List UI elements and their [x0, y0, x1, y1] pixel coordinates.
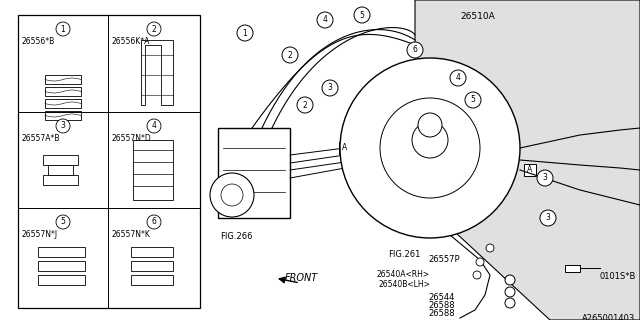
Text: 0101S*B: 0101S*B [600, 272, 636, 281]
Polygon shape [131, 275, 173, 285]
Text: 6: 6 [152, 218, 156, 227]
Circle shape [476, 258, 484, 266]
Text: 4: 4 [152, 122, 156, 131]
Polygon shape [45, 99, 81, 108]
Circle shape [407, 42, 423, 58]
Text: 4: 4 [323, 15, 328, 25]
Text: 26556K*A: 26556K*A [111, 37, 149, 46]
Text: 4: 4 [456, 74, 460, 83]
Circle shape [505, 275, 515, 285]
Text: 26510A: 26510A [460, 12, 495, 21]
Text: 2: 2 [303, 100, 307, 109]
Polygon shape [43, 175, 78, 185]
Text: FIG.261: FIG.261 [388, 250, 420, 259]
Polygon shape [45, 87, 81, 96]
Circle shape [56, 119, 70, 133]
Polygon shape [415, 0, 640, 320]
Text: A265001403: A265001403 [582, 314, 635, 320]
Text: 26540A<RH>: 26540A<RH> [377, 270, 430, 279]
Text: 3: 3 [545, 213, 550, 222]
Circle shape [418, 113, 442, 137]
Text: 3: 3 [328, 84, 332, 92]
Text: A: A [527, 165, 532, 174]
Polygon shape [524, 164, 536, 176]
Polygon shape [43, 155, 78, 165]
Polygon shape [565, 265, 580, 272]
Circle shape [412, 122, 448, 158]
Circle shape [537, 170, 553, 186]
Polygon shape [131, 261, 173, 271]
Polygon shape [18, 15, 200, 308]
Text: 3: 3 [543, 173, 547, 182]
Circle shape [380, 98, 480, 198]
Circle shape [486, 244, 494, 252]
Circle shape [237, 25, 253, 41]
Circle shape [505, 287, 515, 297]
Circle shape [147, 215, 161, 229]
Circle shape [450, 70, 466, 86]
Polygon shape [38, 275, 85, 285]
Polygon shape [133, 140, 173, 200]
Polygon shape [48, 165, 73, 175]
Polygon shape [141, 40, 173, 105]
Polygon shape [45, 111, 81, 120]
Circle shape [210, 173, 254, 217]
Text: 26540B<LH>: 26540B<LH> [378, 280, 430, 289]
Text: 26557N*J: 26557N*J [21, 230, 57, 239]
Circle shape [317, 12, 333, 28]
Text: 26544: 26544 [429, 293, 455, 302]
Text: 2: 2 [287, 51, 292, 60]
Text: 5: 5 [470, 95, 476, 105]
Text: 5: 5 [61, 218, 65, 227]
Text: 3: 3 [61, 122, 65, 131]
Circle shape [56, 215, 70, 229]
Circle shape [221, 184, 243, 206]
Text: 6: 6 [413, 45, 417, 54]
Text: 5: 5 [360, 11, 364, 20]
Circle shape [297, 97, 313, 113]
Polygon shape [38, 247, 85, 257]
Polygon shape [339, 142, 351, 154]
Polygon shape [38, 261, 85, 271]
Text: 26557N*D: 26557N*D [111, 134, 151, 143]
Polygon shape [218, 128, 290, 218]
Circle shape [147, 22, 161, 36]
Text: 26557N*K: 26557N*K [111, 230, 150, 239]
Text: 1: 1 [61, 25, 65, 34]
Polygon shape [131, 247, 173, 257]
Text: 26557A*B: 26557A*B [21, 134, 60, 143]
Circle shape [505, 298, 515, 308]
Circle shape [354, 7, 370, 23]
Circle shape [147, 119, 161, 133]
Text: 26588: 26588 [428, 301, 455, 310]
Polygon shape [45, 75, 81, 84]
Circle shape [322, 80, 338, 96]
Circle shape [340, 58, 520, 238]
Circle shape [56, 22, 70, 36]
Circle shape [473, 271, 481, 279]
Text: 26588: 26588 [428, 309, 455, 318]
Circle shape [465, 92, 481, 108]
Circle shape [282, 47, 298, 63]
Text: A: A [342, 143, 348, 153]
Text: 1: 1 [243, 28, 248, 37]
Circle shape [540, 210, 556, 226]
Text: FRONT: FRONT [285, 273, 318, 283]
Text: FIG.266: FIG.266 [220, 232, 253, 241]
Text: 2: 2 [152, 25, 156, 34]
Text: 26557P: 26557P [428, 255, 460, 264]
Text: 26556*B: 26556*B [21, 37, 54, 46]
